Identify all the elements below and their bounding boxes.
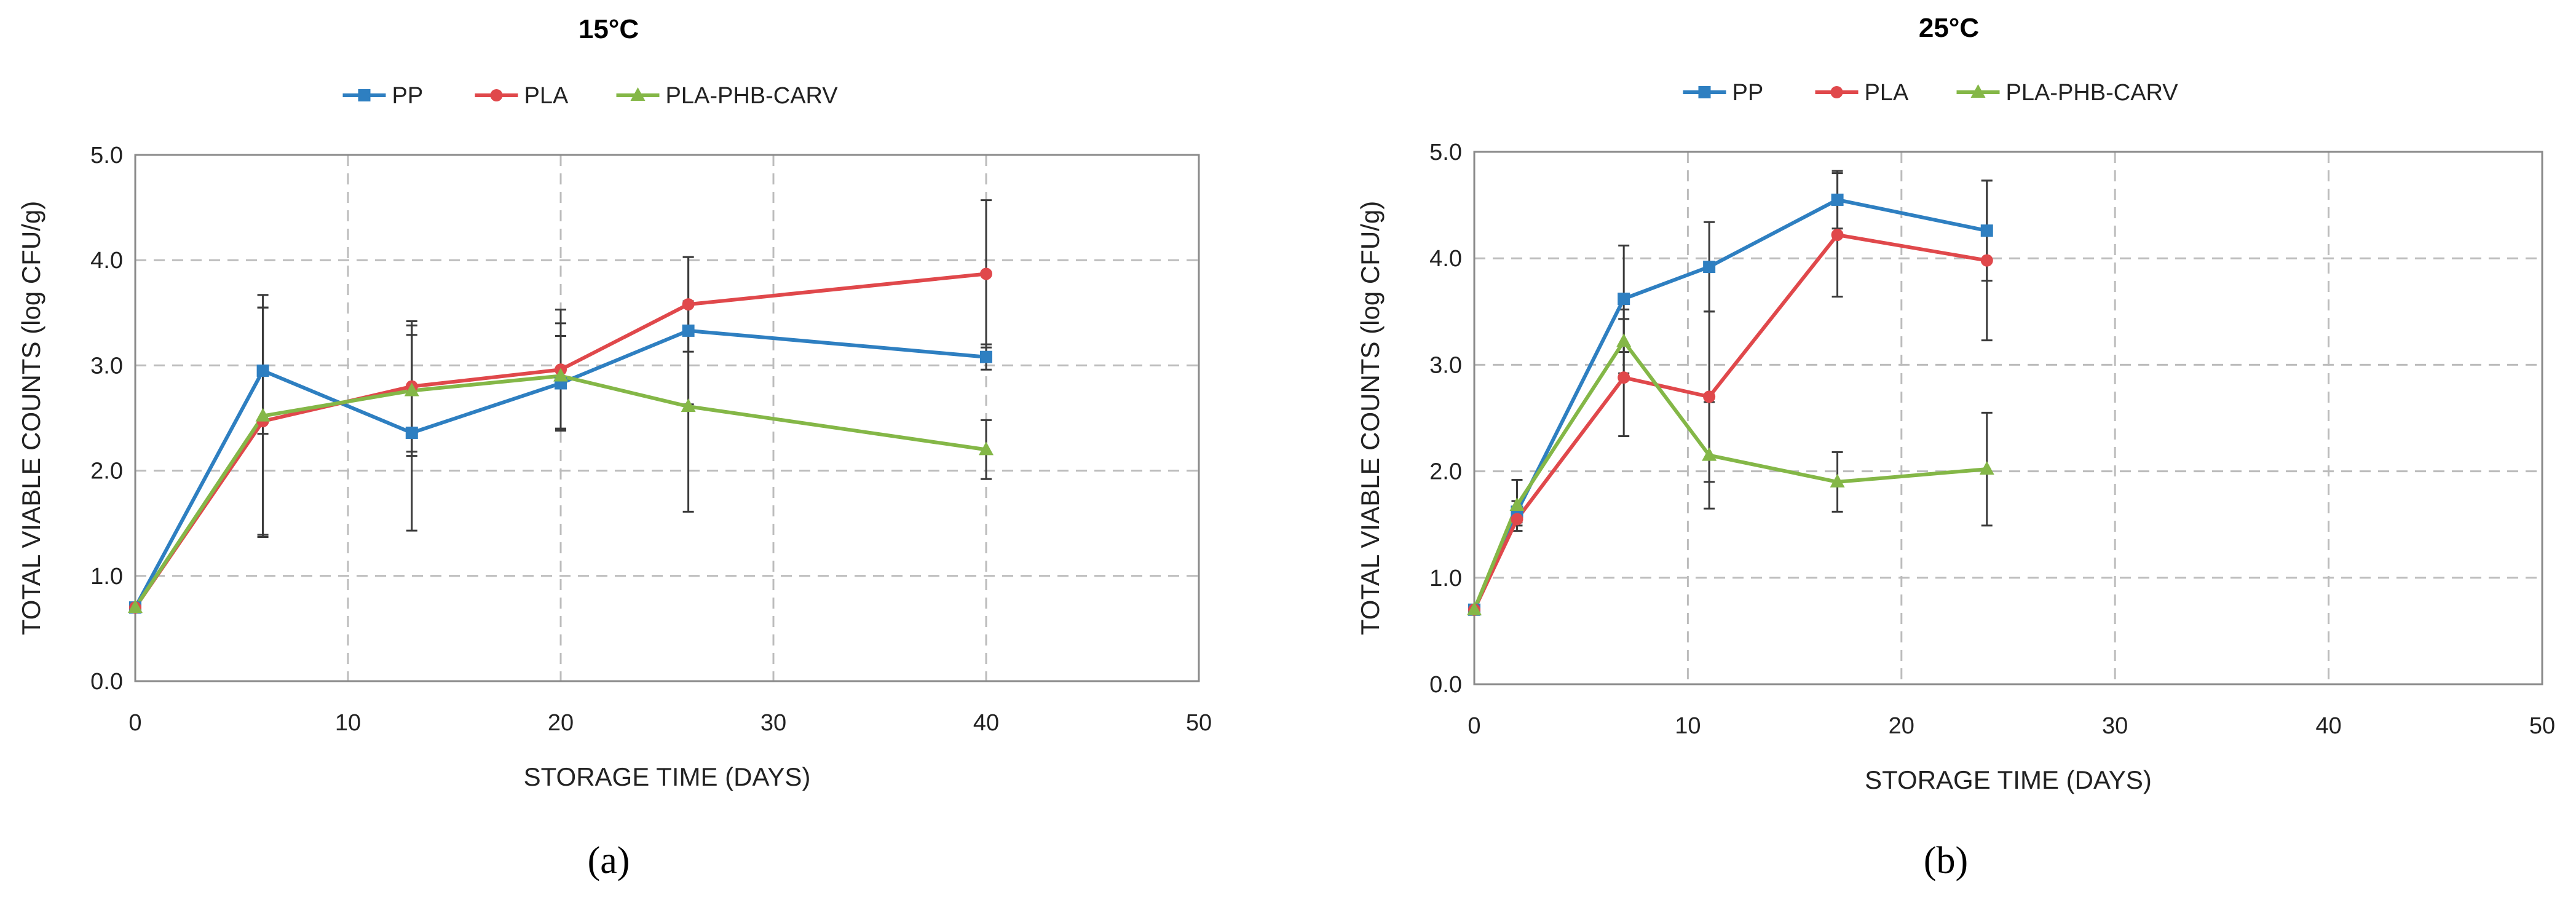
data-point-pla-phb-carv: [1830, 473, 1845, 488]
x-axis-label: STORAGE TIME (DAYS): [1865, 765, 2152, 794]
series-line-pla: [133, 272, 987, 609]
series-line-pp: [1472, 197, 1988, 610]
legend-item: PLA-PHB-CARV: [616, 83, 839, 109]
data-point-pla-phb-carv: [979, 441, 994, 456]
data-point-pla-phb-carv: [1467, 601, 1482, 615]
data-point-pp: [405, 426, 418, 439]
x-tick-label: 10: [335, 710, 361, 736]
legend-marker: [358, 89, 371, 101]
legend-item: PP: [342, 83, 424, 109]
data-point-pp: [1618, 293, 1630, 306]
x-tick-label: 40: [2315, 713, 2341, 739]
data-point-pla: [1980, 254, 1993, 267]
x-tick-label: 0: [1468, 713, 1480, 739]
series-line-pp: [133, 328, 987, 609]
legend-marker: [490, 89, 503, 101]
legend-marker: [1970, 84, 1986, 98]
legend-item: PLA: [475, 83, 569, 109]
x-tick-label: 0: [128, 710, 141, 736]
y-axis-label: TOTAL VIABLE COUNTS (log CFU/g): [17, 201, 45, 635]
chart-15c: 15°C 0.0 1.0 2.0 3.0 4.0 5.0 0 10 20 30 40 50 STORAGE…: [17, 14, 1212, 791]
x-tick-label: 20: [548, 710, 574, 736]
x-tick-label: 50: [1186, 710, 1212, 736]
data-point-pla-phb-carv: [404, 382, 419, 397]
x-tick-label: 30: [761, 710, 786, 736]
y-tick-label: 0.0: [90, 669, 123, 695]
legend-item: PLA: [1815, 80, 1909, 106]
y-tick-label: 5.0: [90, 143, 123, 168]
series-line-pla-phb-carv: [1472, 339, 1988, 610]
data-point-pla-phb-carv: [128, 599, 143, 614]
plot-area: [1473, 151, 2543, 685]
series-line-pla: [1472, 233, 1988, 611]
data-point-pp: [682, 324, 695, 337]
data-point-pla-phb-carv: [255, 408, 271, 422]
data-point-pla-phb-carv: [1509, 497, 1525, 511]
y-tick-label: 2.0: [90, 459, 123, 484]
panel-label-a: (a): [588, 840, 630, 882]
data-point-pp: [1980, 224, 1993, 237]
data-point-pp: [1703, 261, 1716, 274]
data-point-pla-phb-carv: [1702, 447, 1717, 461]
data-point-pla-phb-carv: [1979, 461, 1994, 475]
data-point-pp: [980, 350, 992, 363]
x-tick-label: 50: [2529, 713, 2555, 739]
y-tick-label: 3.0: [90, 353, 123, 379]
x-tick-label: 10: [1675, 713, 1701, 739]
chart-25c: 25°C 0.0 1.0 2.0 3.0 4.0 5.0 0 10 20 30 40 50 STORAGE…: [1356, 13, 2555, 794]
data-point-pla: [1511, 513, 1523, 526]
chart-title: 25°C: [1919, 13, 1979, 43]
chart-title: 15°C: [579, 14, 639, 44]
data-point-pp: [1831, 193, 1844, 206]
data-point-pla: [1831, 229, 1844, 242]
y-tick-label: 0.0: [1429, 672, 1462, 698]
data-point-pla-phb-carv: [681, 398, 696, 413]
legend-label: PLA-PHB-CARV: [666, 83, 839, 109]
panel-label-b: (b): [1924, 840, 1968, 882]
legend-item: PLA-PHB-CARV: [1956, 80, 2179, 106]
y-tick-label: 4.0: [90, 248, 123, 274]
legend-label: PP: [392, 83, 424, 109]
legend-item: PP: [1683, 80, 1764, 106]
data-point-pla: [1703, 390, 1716, 403]
x-axis-label: STORAGE TIME (DAYS): [524, 762, 811, 791]
y-tick-label: 1.0: [90, 564, 123, 590]
legend-label: PP: [1732, 80, 1764, 106]
plot-area: [134, 154, 1200, 682]
y-tick-label: 3.0: [1429, 352, 1462, 378]
legend-marker: [630, 87, 646, 101]
y-tick-label: 2.0: [1429, 459, 1462, 485]
data-point-pp: [256, 364, 269, 377]
y-tick-label: 5.0: [1429, 140, 1462, 165]
legend-marker: [1830, 86, 1843, 98]
legend-marker: [1698, 86, 1711, 98]
x-tick-label: 20: [1889, 713, 1914, 739]
data-point-pla-phb-carv: [553, 368, 568, 382]
data-point-pla-phb-carv: [1616, 333, 1632, 347]
legend-label: PLA: [1865, 80, 1909, 106]
data-point-pla: [682, 298, 695, 311]
series-line-pla-phb-carv: [133, 374, 987, 609]
x-tick-label: 40: [973, 710, 999, 736]
x-tick-label: 30: [2102, 713, 2128, 739]
data-point-pla: [1618, 371, 1630, 384]
data-point-pla: [980, 267, 992, 280]
y-axis-label: TOTAL VIABLE COUNTS (log CFU/g): [1356, 201, 1385, 635]
legend-label: PLA-PHB-CARV: [2006, 80, 2179, 106]
y-tick-label: 1.0: [1429, 566, 1462, 591]
y-tick-label: 4.0: [1429, 246, 1462, 272]
legend-label: PLA: [524, 83, 569, 109]
